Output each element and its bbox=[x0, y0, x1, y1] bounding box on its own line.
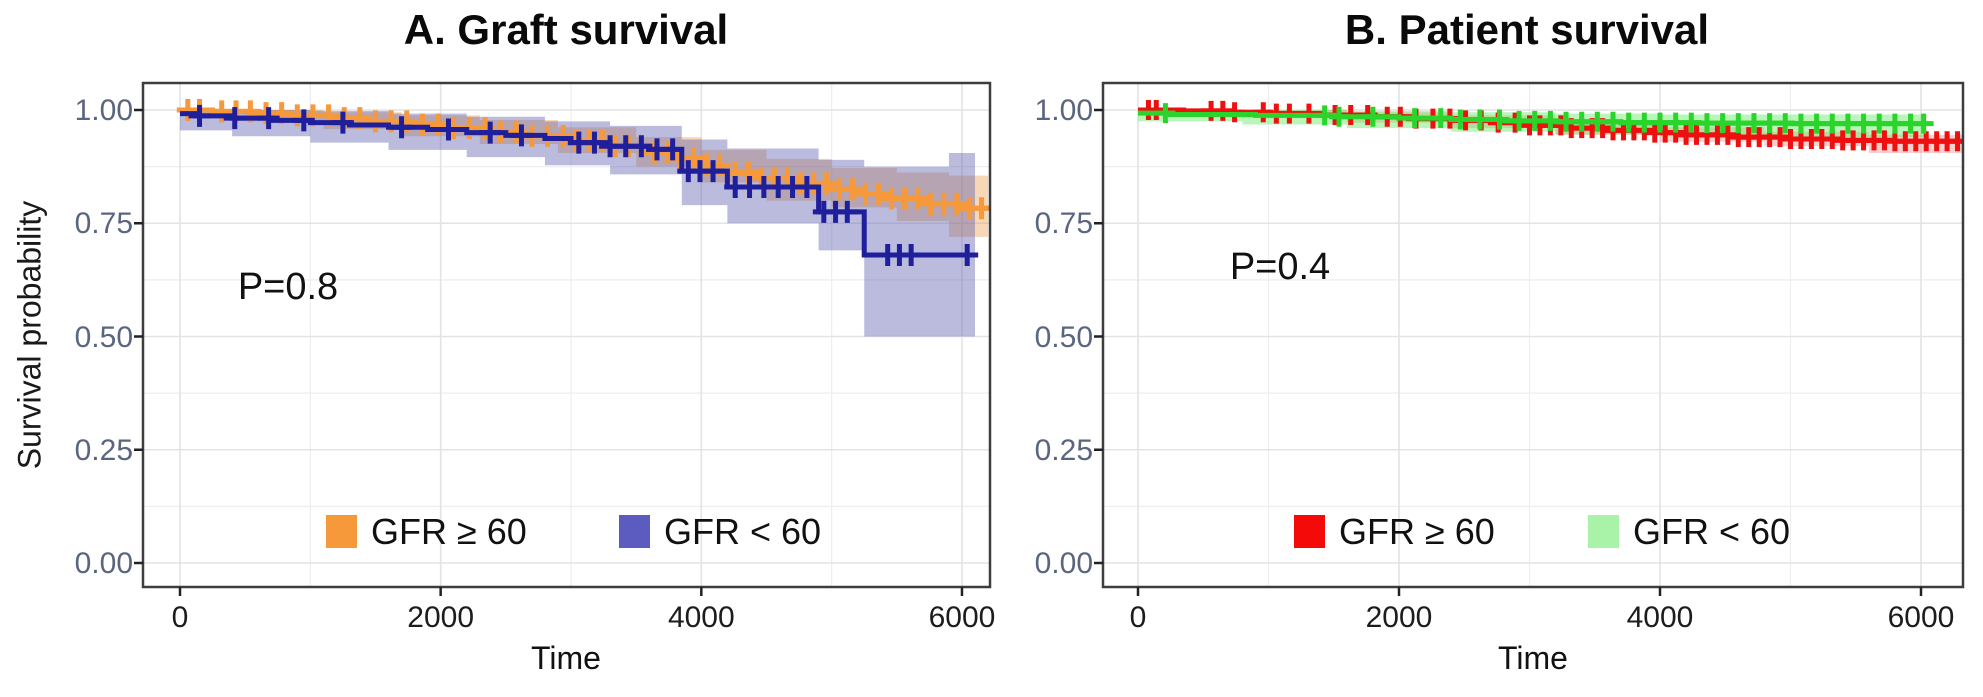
x-tick-label: 2000 bbox=[1365, 601, 1433, 634]
y-tick-label: 0.00 bbox=[1034, 547, 1093, 580]
x-tick-label: 0 bbox=[171, 601, 189, 634]
panel-b-title: B. Patient survival bbox=[1344, 6, 1710, 53]
x-tick-label: 4000 bbox=[1626, 601, 1694, 634]
panel-a-title: A. Graft survival bbox=[403, 6, 729, 53]
panel-B bbox=[1094, 81, 1965, 596]
legend-key-gfr-lt-60-panel-B bbox=[1588, 515, 1619, 548]
legend-label-gfr-ge-60-panel-A: GFR ≥ 60 bbox=[371, 511, 527, 552]
legend-label-gfr-lt-60-panel-B: GFR < 60 bbox=[1633, 511, 1791, 552]
legend-label-gfr-lt-60-panel-A: GFR < 60 bbox=[664, 511, 822, 552]
ci-band-gfr-lt-60-panel-A bbox=[180, 110, 976, 337]
x-tick-label: 0 bbox=[1129, 601, 1147, 634]
legend-label-gfr-ge-60-panel-B: GFR ≥ 60 bbox=[1339, 511, 1495, 552]
legend-key-gfr-ge-60-panel-A bbox=[326, 515, 357, 548]
y-tick-label: 1.00 bbox=[1034, 94, 1093, 127]
panel-a-pvalue: P=0.8 bbox=[237, 266, 339, 308]
y-tick-label: 1.00 bbox=[74, 94, 133, 127]
y-tick-label: 0.50 bbox=[74, 320, 133, 354]
x-tick-label: 6000 bbox=[1887, 601, 1955, 634]
censor-marks-gfr-lt-60-panel-B bbox=[1155, 103, 1934, 134]
y-tick-label: 0.25 bbox=[1034, 433, 1093, 467]
y-tick-label: 0.75 bbox=[74, 207, 133, 241]
y-tick-label: 0.00 bbox=[74, 547, 133, 580]
y-tick-label: 0.75 bbox=[1034, 207, 1093, 241]
panel-b-pvalue: P=0.4 bbox=[1229, 246, 1331, 288]
x-tick-label: 2000 bbox=[407, 601, 475, 634]
panel-A bbox=[134, 81, 992, 596]
y-tick-label: 0.50 bbox=[1034, 320, 1093, 354]
panel-border bbox=[141, 81, 992, 589]
y-tick-label: 0.25 bbox=[74, 433, 133, 467]
legend-key-gfr-ge-60-panel-B bbox=[1294, 515, 1325, 548]
panel-a-xaxis-title: Time bbox=[531, 640, 601, 676]
panel-border bbox=[1101, 81, 1965, 589]
x-tick-label: 6000 bbox=[928, 601, 996, 634]
panel-b-xaxis-title: Time bbox=[1498, 640, 1568, 676]
censor-marks-gfr-lt-60-panel-A bbox=[188, 104, 979, 266]
legend-key-gfr-lt-60-panel-A bbox=[619, 515, 650, 548]
x-tick-label: 4000 bbox=[667, 601, 735, 634]
